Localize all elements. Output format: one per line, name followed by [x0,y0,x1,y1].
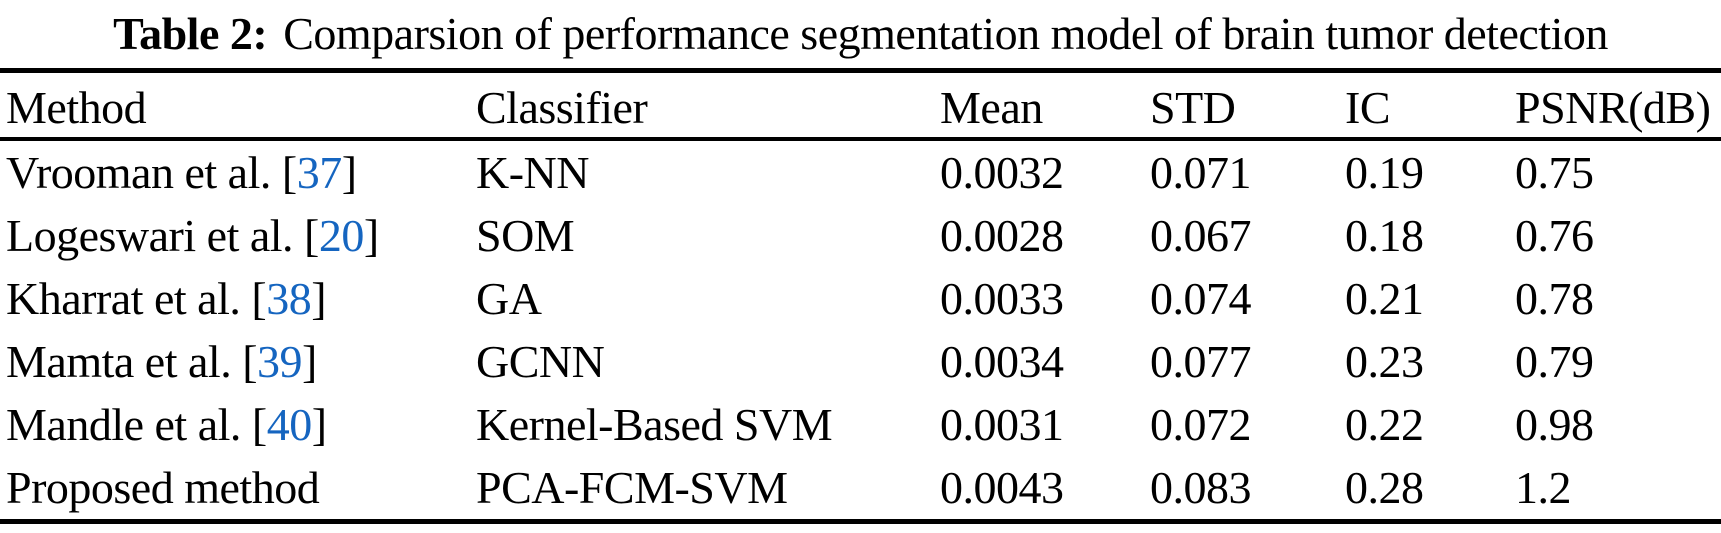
psnr-cell: 1.2 [1515,462,1572,513]
citation-link[interactable]: 38 [266,273,312,324]
table-caption-number: Table 2: [113,8,268,59]
citation-bracket-open: [ [270,147,297,198]
table-caption-text: Comparsion of performance segmentation m… [283,8,1608,59]
std-cell: 0.077 [1150,336,1252,387]
psnr-cell: 0.98 [1515,399,1594,450]
method-name: Logeswari et al. [6,210,294,261]
table-row: Proposed method PCA-FCM-SVM 0.0043 0.083… [0,456,1721,519]
citation-link[interactable]: 20 [318,210,365,261]
table-header-row: Method Classifier Mean STD IC PSNR(dB) [0,73,1721,137]
citation-bracket-close: ] [363,210,379,261]
table-rule-top [0,68,1721,73]
method-name: Vrooman et al. [6,147,271,198]
method-name: Proposed method [6,462,320,513]
table-row: Mandle et al. [40] Kernel-Based SVM 0.00… [0,393,1721,456]
classifier-cell: GA [476,273,542,324]
method-cell: Mamta et al. [39] [6,335,476,388]
mean-cell: 0.0034 [940,336,1064,387]
table-row: Mamta et al. [39] GCNN 0.0034 0.077 0.23… [0,330,1721,393]
std-cell: 0.071 [1150,147,1252,198]
ic-cell: 0.22 [1345,399,1424,450]
method-cell: Logeswari et al. [20] [6,209,476,262]
citation-bracket-close: ] [341,147,357,198]
std-cell: 0.083 [1150,462,1252,513]
method-cell: Proposed method [6,461,476,514]
psnr-cell: 0.75 [1515,147,1594,198]
ic-cell: 0.19 [1345,147,1424,198]
classifier-cell: Kernel-Based SVM [476,399,833,450]
table-rule-bottom [0,519,1721,524]
citation-bracket-open: [ [240,399,267,450]
table-row: Logeswari et al. [20] SOM 0.0028 0.067 0… [0,204,1721,267]
column-header-std: STD [1150,82,1236,133]
citation-link[interactable]: 37 [296,147,343,198]
ic-cell: 0.18 [1345,210,1424,261]
classifier-cell: PCA-FCM-SVM [476,462,788,513]
method-cell: Mandle et al. [40] [6,398,476,451]
method-cell: Kharrat et al. [38] [6,272,476,325]
mean-cell: 0.0028 [940,210,1064,261]
citation-bracket-close: ] [311,399,327,450]
method-cell: Vrooman et al. [37] [6,146,476,199]
mean-cell: 0.0032 [940,147,1064,198]
column-header-ic: IC [1345,82,1391,133]
citation-bracket-open: [ [293,210,319,261]
classifier-cell: K-NN [476,147,589,198]
method-name: Kharrat et al. [6,273,241,324]
mean-cell: 0.0043 [940,462,1064,513]
ic-cell: 0.21 [1345,273,1424,324]
table-rule-header-separator [0,137,1721,141]
mean-cell: 0.0033 [940,273,1064,324]
classifier-cell: GCNN [476,336,605,387]
classifier-cell: SOM [476,210,575,261]
method-name: Mamta et al. [6,336,232,387]
psnr-cell: 0.78 [1515,273,1594,324]
table-row: Vrooman et al. [37] K-NN 0.0032 0.071 0.… [0,141,1721,204]
std-cell: 0.074 [1150,273,1252,324]
table-caption: Table 2: Comparsion of performance segmen… [0,0,1721,68]
column-header-mean: Mean [940,82,1043,133]
ic-cell: 0.28 [1345,462,1424,513]
citation-link[interactable]: 40 [266,399,313,450]
std-cell: 0.067 [1150,210,1252,261]
column-header-classifier: Classifier [476,82,648,133]
citation-bracket-close: ] [311,273,327,324]
psnr-cell: 0.79 [1515,336,1594,387]
column-header-method: Method [6,82,147,133]
method-name: Mandle et al. [6,399,241,450]
citation-link[interactable]: 39 [257,336,303,387]
citation-bracket-close: ] [302,336,317,387]
citation-bracket-open: [ [231,336,258,387]
std-cell: 0.072 [1150,399,1252,450]
citation-bracket-open: [ [240,273,267,324]
column-header-psnr: PSNR(dB) [1515,82,1711,133]
ic-cell: 0.23 [1345,336,1424,387]
mean-cell: 0.0031 [940,399,1064,450]
psnr-cell: 0.76 [1515,210,1594,261]
table-row: Kharrat et al. [38] GA 0.0033 0.074 0.21… [0,267,1721,330]
